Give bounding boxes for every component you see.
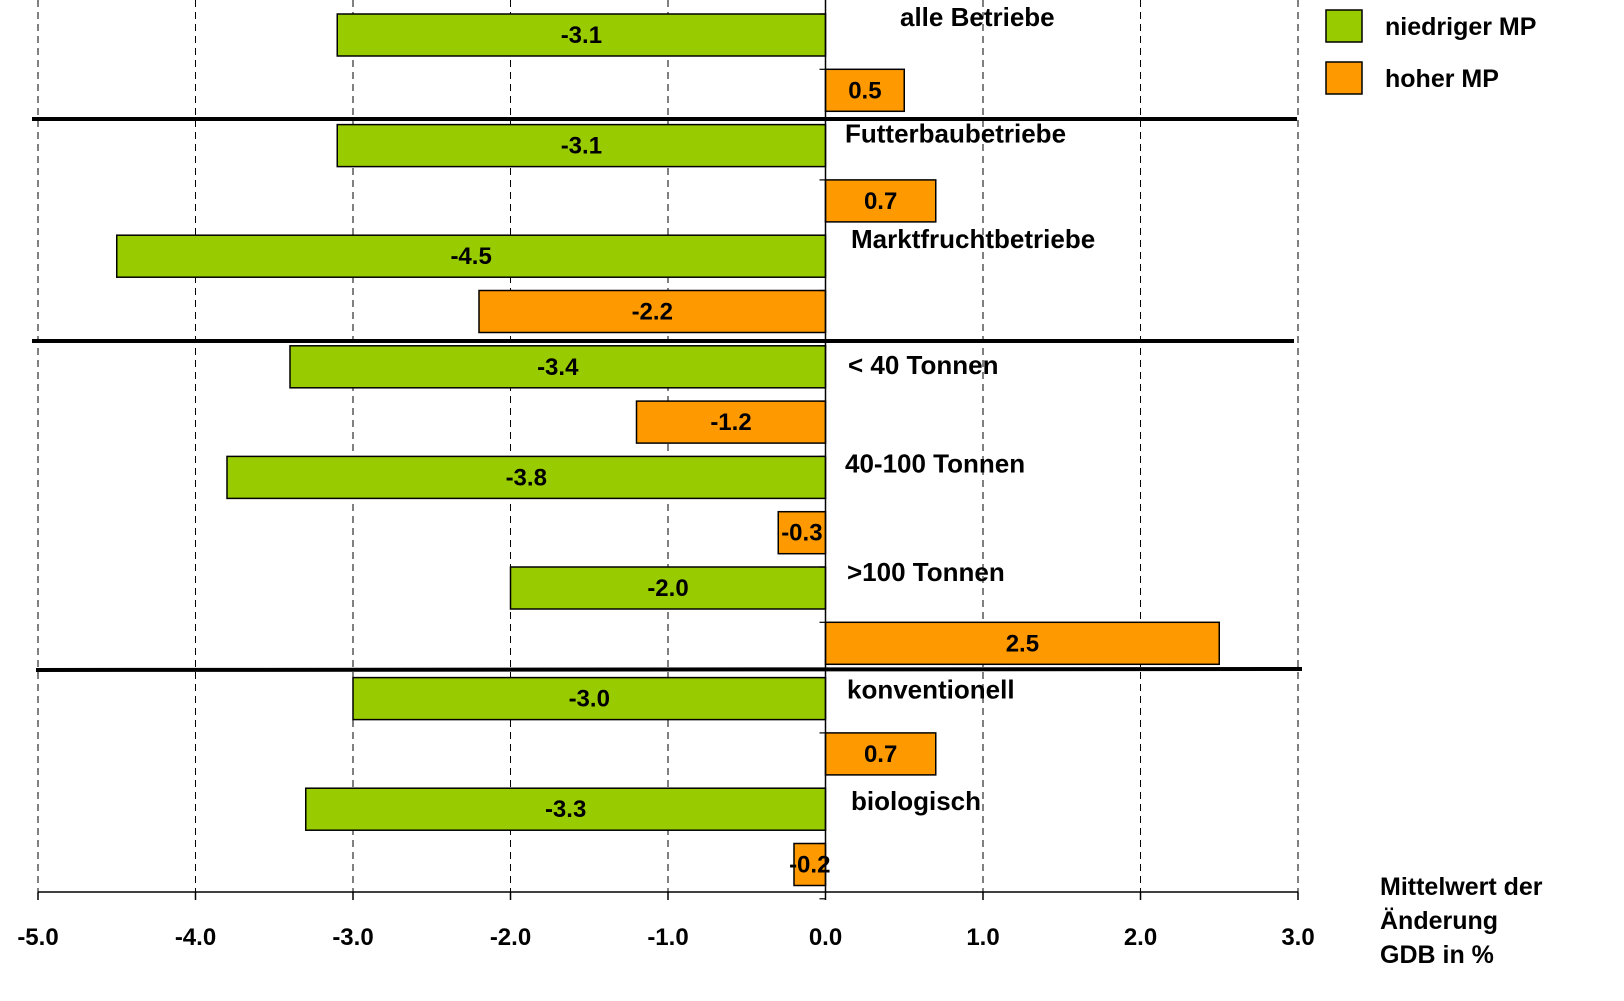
bar-value-label-3-0: -3.4 bbox=[537, 354, 579, 381]
legend: niedriger MP hoher MP bbox=[1325, 9, 1536, 95]
x-tick-label-6: 1.0 bbox=[966, 924, 999, 951]
bar-2-0 bbox=[116, 234, 827, 278]
bar-6-0 bbox=[352, 676, 827, 721]
x-tick-label-1: -4.0 bbox=[175, 924, 216, 951]
bar-value-label-2-1: -2.2 bbox=[632, 299, 673, 326]
category-label-7: biologisch bbox=[851, 786, 981, 816]
legend-swatch-1 bbox=[1325, 61, 1363, 95]
bar-6-1 bbox=[824, 732, 937, 776]
legend-label-1: hoher MP bbox=[1385, 65, 1499, 93]
bar-5-1 bbox=[824, 621, 1220, 666]
category-label-2: Marktfruchtbetriebe bbox=[851, 224, 1095, 254]
bar-value-label-4-1: -0.3 bbox=[781, 520, 822, 547]
bar-value-label-0-0: -3.1 bbox=[561, 22, 602, 49]
bar-value-label-3-1: -1.2 bbox=[710, 409, 751, 436]
category-label-4: 40-100 Tonnen bbox=[845, 448, 1025, 478]
bar-value-label-7-1: -0.2 bbox=[789, 852, 830, 879]
bars: -3.1 0.5 -3.1 0.7 -4.5 -2.2 -3.4 -1.2 -3.8 -0.3 -2… bbox=[116, 13, 1220, 887]
x-tick-label-7: 2.0 bbox=[1124, 924, 1157, 951]
bar-value-label-1-1: 0.7 bbox=[864, 188, 897, 215]
bar-4-1 bbox=[777, 510, 827, 555]
bar-value-label-1-0: -3.1 bbox=[561, 133, 602, 160]
bar-4-0 bbox=[226, 455, 827, 500]
bar-3-0 bbox=[289, 345, 827, 389]
bar-value-label-4-0: -3.8 bbox=[506, 464, 547, 491]
category-label-0: alle Betriebe bbox=[900, 2, 1055, 32]
bar-value-label-5-0: -2.0 bbox=[647, 575, 688, 602]
x-tick-label-8: 3.0 bbox=[1281, 924, 1314, 951]
bar-value-label-0-1: 0.5 bbox=[848, 77, 881, 104]
group-separator-2 bbox=[35, 667, 1303, 672]
bar-value-label-7-0: -3.3 bbox=[545, 796, 586, 823]
x-tick-label-3: -2.0 bbox=[490, 924, 531, 951]
x-axis-title: Mittelwert der Änderung GDB in % bbox=[1380, 873, 1543, 969]
bar-2-1 bbox=[478, 289, 827, 334]
category-label-6: konventionell bbox=[847, 675, 1015, 705]
bar-value-label-6-0: -3.0 bbox=[569, 686, 610, 713]
bar-value-label-5-1: 2.5 bbox=[1006, 630, 1039, 657]
bar-1-0 bbox=[336, 123, 827, 168]
bar-value-label-2-0: -4.5 bbox=[450, 243, 491, 270]
category-label-3: < 40 Tonnen bbox=[848, 350, 999, 380]
legend-swatch-0 bbox=[1325, 9, 1363, 43]
x-tick-label-0: -5.0 bbox=[17, 924, 58, 951]
x-tick-label-5: 0.0 bbox=[809, 924, 842, 951]
bar-value-label-6-1: 0.7 bbox=[864, 741, 897, 768]
x-axis-title-line-0: Mittelwert der bbox=[1380, 873, 1543, 901]
bar-7-1 bbox=[793, 842, 827, 887]
bar-0-1 bbox=[824, 68, 905, 113]
bar-0-0 bbox=[336, 13, 827, 57]
category-label-5: >100 Tonnen bbox=[847, 557, 1005, 587]
bar-5-0 bbox=[509, 566, 827, 610]
x-tick-label-4: -1.0 bbox=[647, 924, 688, 951]
category-label-1: Futterbaubetriebe bbox=[845, 119, 1066, 149]
x-axis: -5.0 -4.0 -3.0 -2.0 -1.0 0.0 1.0 2.0 3.0 bbox=[17, 0, 1315, 951]
bar-7-0 bbox=[305, 787, 827, 831]
x-tick-label-2: -3.0 bbox=[332, 924, 373, 951]
category-labels: alle Betriebe Futterbaubetriebe Marktfruch… bbox=[845, 2, 1095, 816]
x-axis-title-line-1: Änderung bbox=[1380, 907, 1498, 935]
legend-label-0: niedriger MP bbox=[1385, 13, 1536, 41]
group-separators bbox=[32, 117, 1303, 672]
x-axis-title-line-2: GDB in % bbox=[1380, 941, 1494, 969]
